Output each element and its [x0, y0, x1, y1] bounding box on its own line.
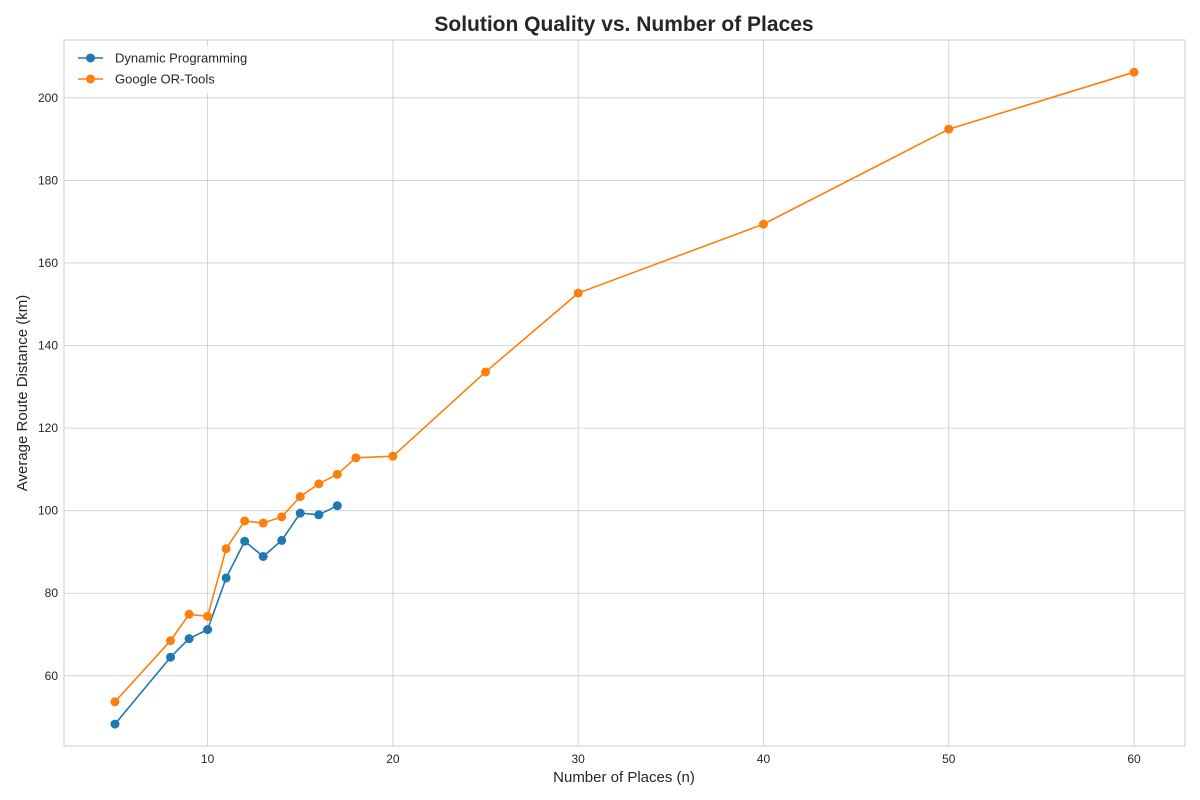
y-tick-label: 200 — [38, 91, 58, 105]
x-axis-label: Number of Places (n) — [553, 769, 695, 786]
data-point — [944, 124, 954, 134]
data-point — [332, 469, 342, 479]
data-point — [258, 551, 268, 561]
data-point — [314, 510, 324, 520]
legend: Dynamic Programming Google OR-Tools — [70, 46, 266, 94]
data-point — [758, 219, 768, 229]
y-tick-label: 100 — [38, 504, 58, 518]
axis-ticks: 10 20 30 40 50 60 60 80 100 120 140 160 180 200 — [38, 91, 1141, 766]
data-point — [388, 451, 398, 461]
data-point — [203, 625, 213, 635]
y-axis-label: Average Route Distance (km) — [14, 295, 31, 491]
x-tick-label: 30 — [571, 752, 585, 766]
x-tick-label: 40 — [757, 752, 771, 766]
series-google-or-tools — [110, 67, 1139, 707]
data-point — [258, 518, 268, 528]
legend-entry: Dynamic Programming — [78, 51, 247, 66]
data-point — [240, 536, 250, 546]
data-point — [1129, 67, 1139, 77]
y-tick-label: 120 — [38, 421, 58, 435]
x-tick-label: 20 — [386, 752, 400, 766]
y-tick-label: 180 — [38, 173, 58, 187]
data-point — [221, 573, 231, 583]
y-tick-label: 140 — [38, 339, 58, 353]
data-point — [295, 492, 305, 502]
data-point — [314, 479, 324, 489]
legend-background — [70, 46, 266, 94]
data-point — [166, 652, 176, 662]
y-tick-label: 60 — [45, 669, 59, 683]
data-point — [481, 367, 491, 377]
data-point — [221, 544, 231, 554]
plot-area-frame — [63, 39, 1186, 747]
data-point — [295, 508, 305, 518]
data-point — [277, 535, 287, 545]
data-point — [203, 611, 213, 621]
legend-marker — [86, 53, 95, 63]
data-point — [573, 288, 583, 298]
data-point — [240, 516, 250, 526]
series-line — [114, 71, 1135, 703]
y-tick-label: 80 — [45, 586, 59, 600]
series-dynamic-programming — [110, 501, 342, 729]
data-point — [184, 609, 194, 619]
y-tick-label: 160 — [38, 256, 58, 270]
x-tick-label: 50 — [942, 752, 956, 766]
data-point — [332, 501, 342, 511]
legend-marker — [86, 74, 95, 84]
legend-label: Dynamic Programming — [115, 51, 247, 66]
data-point — [184, 634, 194, 644]
x-tick-label: 60 — [1127, 752, 1141, 766]
data-point — [277, 512, 287, 522]
data-point — [110, 697, 120, 707]
data-point — [166, 636, 176, 646]
legend-label: Google OR-Tools — [115, 72, 215, 87]
chart-title: Solution Quality vs. Number of Places — [434, 13, 813, 36]
legend-entry: Google OR-Tools — [78, 72, 215, 87]
x-tick-label: 10 — [201, 752, 215, 766]
data-point — [351, 453, 361, 463]
data-point — [110, 719, 120, 729]
series-layer — [110, 67, 1139, 729]
grid — [64, 40, 1185, 746]
series-line — [114, 504, 338, 725]
